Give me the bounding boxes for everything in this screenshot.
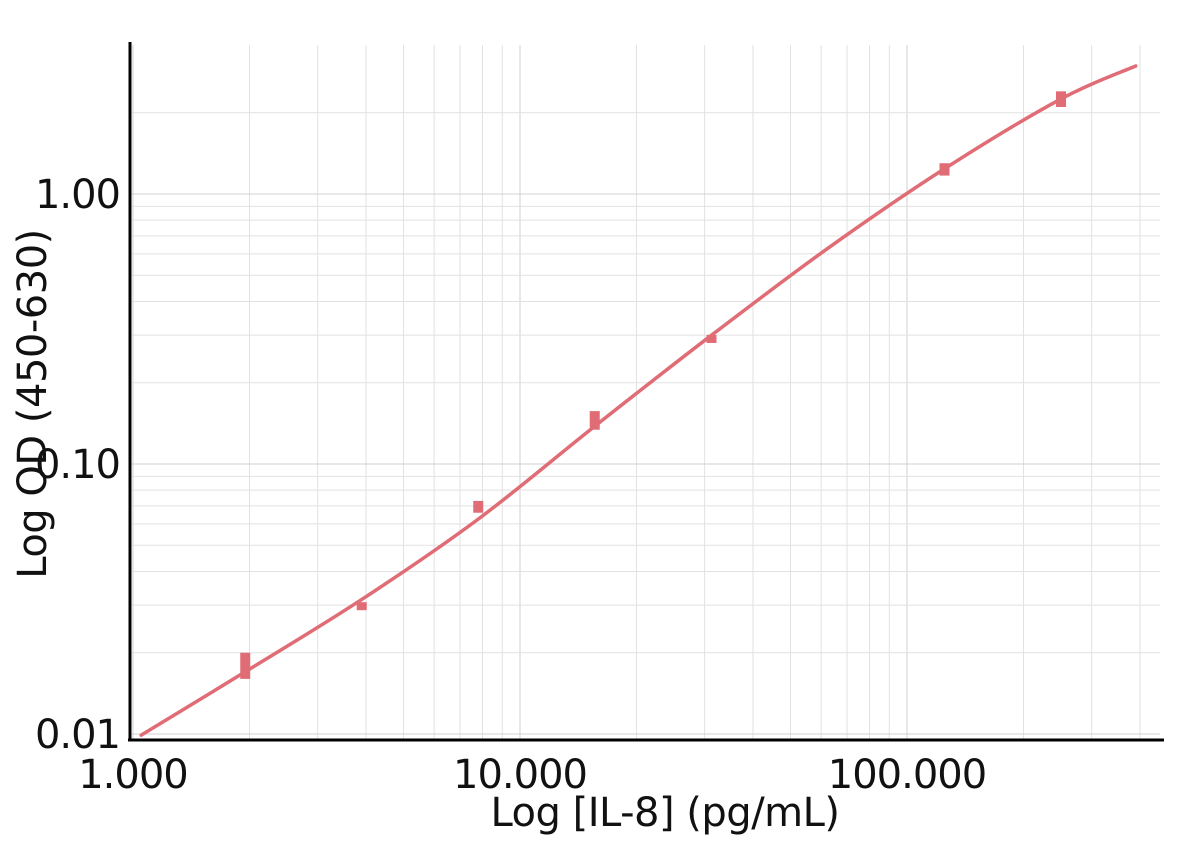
data-point	[706, 334, 717, 343]
x-axis-title: Log [IL-8] (pg/mL)	[490, 790, 839, 836]
y-tick-label: 0.01	[35, 712, 120, 758]
y-tick-label: 1.00	[35, 172, 120, 218]
grid	[130, 45, 1160, 740]
data-point	[473, 500, 484, 513]
x-tick-label: 100.000	[828, 752, 986, 798]
tick-labels: 1.000 10.000 100.000 0.01 0.10 1.00	[35, 172, 987, 798]
y-tick-label: 0.10	[35, 442, 120, 488]
data-point	[240, 652, 251, 679]
fit-curve	[139, 64, 1138, 737]
data-points-group	[240, 91, 1067, 679]
data-point	[1056, 91, 1067, 108]
data-point	[356, 602, 367, 611]
data-point	[589, 411, 600, 430]
y-axis-title: Log OD (450-630)	[10, 229, 56, 579]
data-point	[939, 163, 950, 176]
x-tick-label: 10.000	[453, 752, 587, 798]
x-tick-label: 1.000	[78, 752, 188, 798]
fit-curve-group	[139, 64, 1138, 737]
axes	[128, 42, 1164, 742]
